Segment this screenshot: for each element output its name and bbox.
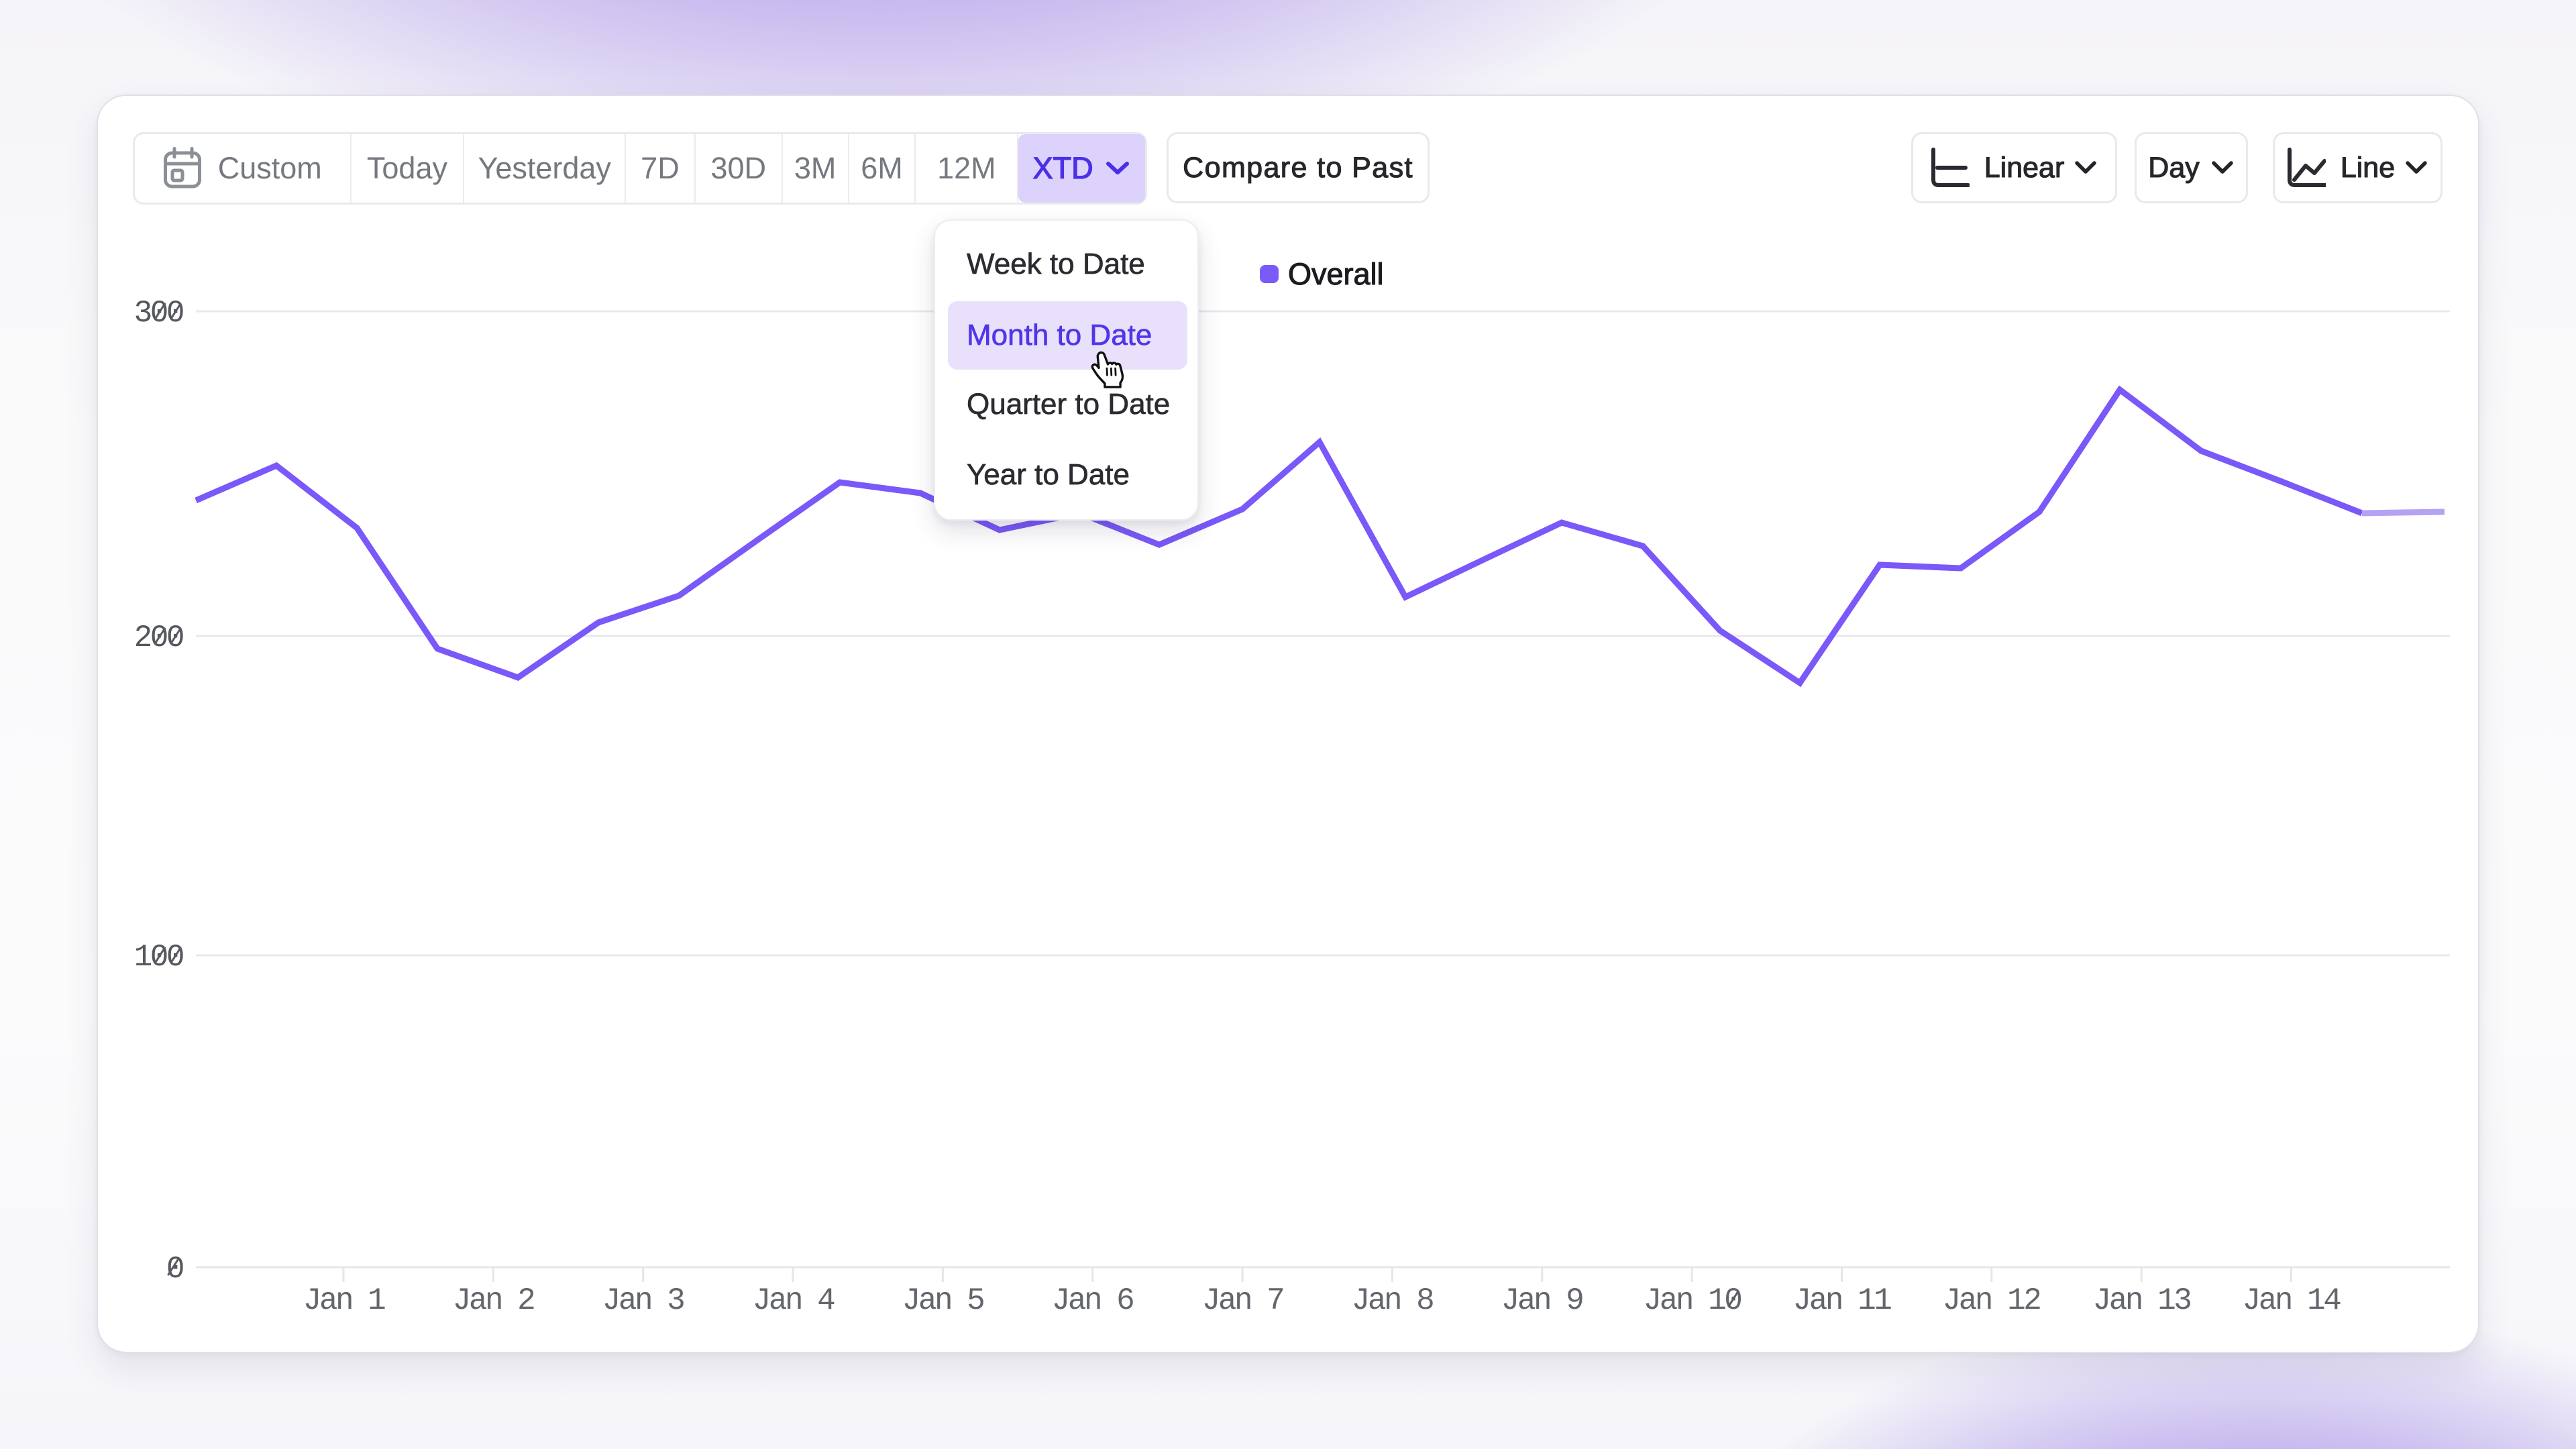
svg-text:Jan 10: Jan 10: [1644, 1283, 1741, 1318]
svg-text:Jan 3: Jan 3: [602, 1283, 684, 1318]
svg-text:Jan 9: Jan 9: [1501, 1283, 1582, 1318]
svg-text:Jan 11: Jan 11: [1793, 1283, 1892, 1318]
svg-text:Jan 1: Jan 1: [303, 1283, 385, 1318]
svg-text:Jan 12: Jan 12: [1943, 1283, 2041, 1318]
svg-text:Jan 5: Jan 5: [902, 1283, 983, 1318]
svg-text:Jan 2: Jan 2: [453, 1283, 534, 1318]
svg-text:Jan 13: Jan 13: [2093, 1283, 2191, 1318]
svg-text:Jan 4: Jan 4: [753, 1283, 835, 1318]
svg-text:Jan 7: Jan 7: [1202, 1283, 1283, 1318]
svg-text:Jan 8: Jan 8: [1352, 1283, 1433, 1318]
svg-text:0: 0: [166, 1252, 183, 1287]
svg-text:Jan 6: Jan 6: [1052, 1283, 1133, 1318]
svg-text:Jan 14: Jan 14: [2243, 1283, 2341, 1318]
